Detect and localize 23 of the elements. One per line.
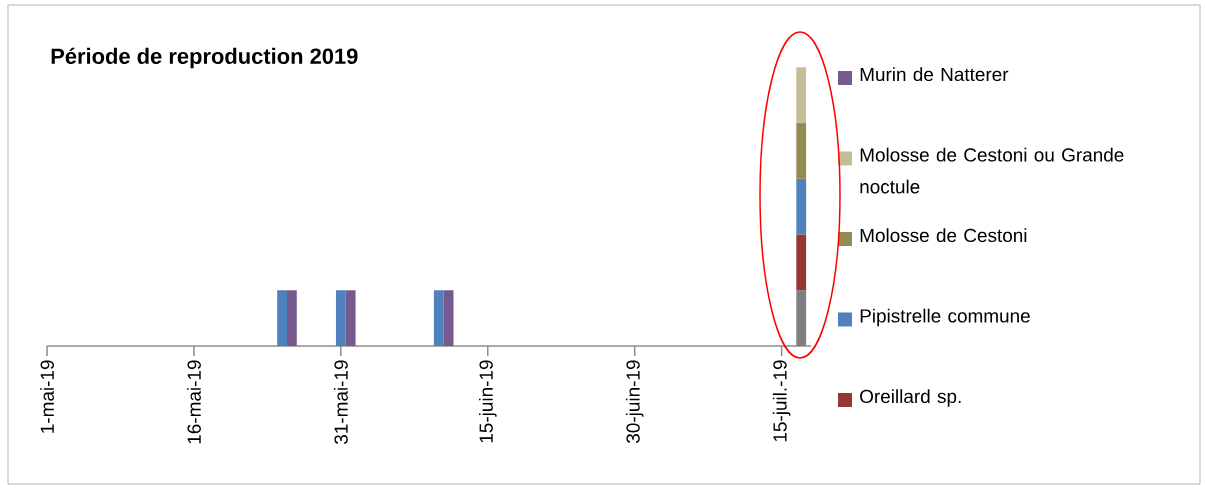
x-tick-label: 30-juin-19 xyxy=(625,360,644,443)
x-tick-label: 1-mai-19 xyxy=(40,360,54,433)
bar xyxy=(796,178,807,235)
x-tick-label: 31-mai-19 xyxy=(333,360,348,445)
legend-label: Molosse de Cestoni ou Grande noctule xyxy=(860,147,1124,194)
bar xyxy=(443,290,454,346)
bar xyxy=(796,67,807,124)
chart-title: Période de reproduction 2019 xyxy=(51,47,358,69)
bar xyxy=(796,123,807,179)
bar xyxy=(796,234,807,291)
bar xyxy=(277,290,287,346)
x-tick-label: 16-mai-19 xyxy=(186,360,201,444)
bar xyxy=(433,290,444,346)
legend-label: Molosse de Cestoni xyxy=(860,228,1027,243)
bar xyxy=(796,290,807,346)
legend-label: Oreillard sp. xyxy=(860,389,961,407)
bar xyxy=(335,290,346,346)
bar xyxy=(345,290,356,346)
x-tick-label: 15-juin-19 xyxy=(478,360,497,443)
legend-label: Pipistrelle commune xyxy=(860,308,1030,327)
legend-label: Murin de Natterer xyxy=(860,67,1009,82)
x-tick-label: 15-juil.-19 xyxy=(772,360,791,442)
bar xyxy=(286,290,297,346)
